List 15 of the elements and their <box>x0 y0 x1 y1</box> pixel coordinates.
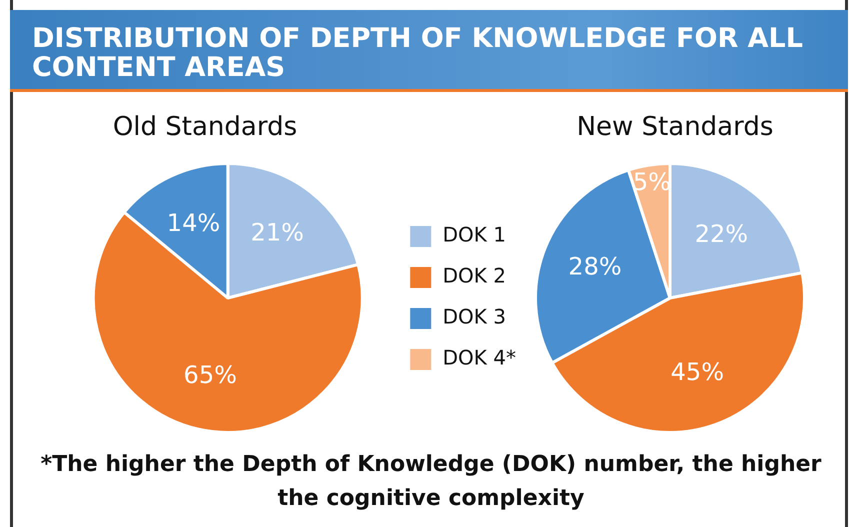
data-label: 45% <box>670 358 724 386</box>
data-label: 65% <box>184 360 237 389</box>
text: *The higher the Depth of Knowledge (DOK) number, the higher the cognitive complexity <box>40 451 822 513</box>
legend-label: DOK 4* <box>442 346 516 370</box>
legend-label: DOK 1 <box>442 222 506 247</box>
legend-label: DOK 2 <box>442 264 506 288</box>
slice-label: New Standards <box>576 112 774 142</box>
data-label: 22% <box>694 220 748 248</box>
text: DISTRIBUTION OF DEPTH OF KNOWLEDGE FOR ALL CONTENT AREAS <box>10 10 848 92</box>
data-label: 21% <box>250 218 304 246</box>
data-label: 5% <box>632 168 671 196</box>
slice-label: Old Standards <box>112 112 298 142</box>
legend-label: DOK 3 <box>442 304 506 329</box>
data-label: 28% <box>568 252 622 281</box>
data-label: 14% <box>166 209 220 238</box>
